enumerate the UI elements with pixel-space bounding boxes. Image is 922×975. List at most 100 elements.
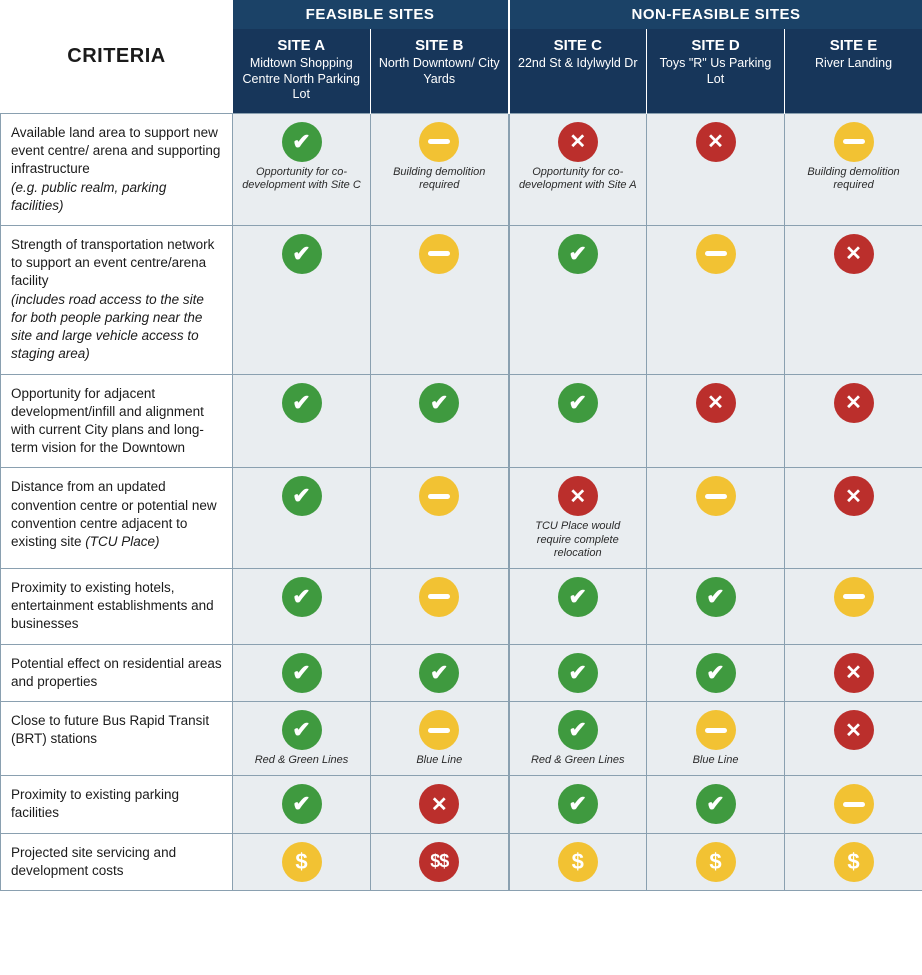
checkmark-icon [282, 710, 322, 750]
criteria-cell: Strength of transportation network to su… [1, 225, 233, 374]
table-row: Proximity to existing parking facilities [1, 776, 922, 833]
site-name: SITE E [791, 37, 916, 54]
table-row: Close to future Bus Rapid Transit (BRT) … [1, 702, 922, 776]
criteria-label: Opportunity for adjacent development/inf… [11, 386, 204, 456]
criteria-cell: Proximity to existing parking facilities [1, 776, 233, 833]
criteria-cell: Close to future Bus Rapid Transit (BRT) … [1, 702, 233, 776]
icon-wrap [377, 653, 502, 693]
rating-cell [371, 568, 509, 644]
criteria-label: Strength of transportation network to su… [11, 237, 214, 288]
rating-cell [509, 833, 647, 890]
rating-cell: Red & Green Lines [233, 702, 371, 776]
site-name: SITE D [653, 37, 778, 54]
dollar-icon [558, 842, 598, 882]
icon-wrap [653, 476, 778, 516]
criteria-label: Proximity to existing parking facilities [11, 787, 179, 820]
icon-wrap [239, 577, 364, 617]
x-icon [696, 122, 736, 162]
table-row: Available land area to support new event… [1, 113, 922, 225]
dash-icon [696, 710, 736, 750]
rating-cell [647, 225, 785, 374]
site-d-header: SITE D Toys "R" Us Parking Lot [647, 29, 785, 113]
rating-cell: Building demolition required [785, 113, 922, 225]
icon-wrap [791, 710, 916, 750]
criteria-heading: CRITERIA [5, 45, 229, 68]
criteria-cell: Proximity to existing hotels, entertainm… [1, 568, 233, 644]
icon-wrap [377, 234, 502, 274]
x-icon [419, 784, 459, 824]
icon-wrap [653, 122, 778, 162]
criteria-cell: Distance from an updated convention cent… [1, 468, 233, 569]
cell-note: Blue Line [693, 754, 739, 767]
icon-wrap [377, 784, 502, 824]
checkmark-icon [282, 577, 322, 617]
icon-wrap [791, 476, 916, 516]
criteria-cell: Opportunity for adjacent development/inf… [1, 374, 233, 468]
rating-cell: Building demolition required [371, 113, 509, 225]
checkmark-icon [558, 653, 598, 693]
site-b-header: SITE B North Downtown/ City Yards [371, 29, 509, 113]
icon-wrap [516, 653, 641, 693]
nonfeasible-heading: NON-FEASIBLE SITES [509, 0, 922, 29]
dollar-icon [696, 842, 736, 882]
rating-cell [233, 225, 371, 374]
checkmark-icon [558, 784, 598, 824]
icon-wrap [516, 784, 641, 824]
checkmark-icon [696, 784, 736, 824]
cell-note: Blue Line [416, 754, 462, 767]
table-row: Projected site servicing and development… [1, 833, 922, 890]
criteria-label: Proximity to existing hotels, entertainm… [11, 580, 214, 631]
rating-cell [647, 644, 785, 701]
rating-cell [647, 374, 785, 468]
cell-note: TCU Place would require complete relocat… [518, 520, 638, 560]
rating-cell [233, 374, 371, 468]
rating-cell: Opportunity for co-development with Site… [233, 113, 371, 225]
icon-wrap: Blue Line [653, 710, 778, 767]
icon-wrap [516, 577, 641, 617]
site-sub: Toys "R" Us Parking Lot [653, 56, 778, 87]
cell-note: Red & Green Lines [531, 754, 625, 767]
checkmark-icon [282, 784, 322, 824]
x-icon [834, 383, 874, 423]
site-sub: 22nd St & Idylwyld Dr [516, 56, 641, 72]
site-name: SITE A [239, 37, 365, 54]
icon-wrap: Building demolition required [791, 122, 916, 192]
icon-wrap [791, 383, 916, 423]
rating-cell [371, 644, 509, 701]
cell-note: Opportunity for co-development with Site… [242, 166, 362, 192]
cell-note: Red & Green Lines [255, 754, 349, 767]
icon-wrap [239, 234, 364, 274]
rating-cell [233, 568, 371, 644]
x-icon [558, 122, 598, 162]
icon-wrap [653, 577, 778, 617]
criteria-sublabel: (TCU Place) [85, 534, 159, 549]
checkmark-icon [558, 710, 598, 750]
icon-wrap [653, 653, 778, 693]
rating-cell [647, 113, 785, 225]
rating-cell [509, 776, 647, 833]
double-dollar-icon [419, 842, 459, 882]
cell-note: Opportunity for co-development with Site… [518, 166, 638, 192]
icon-wrap [239, 842, 364, 882]
dash-icon [419, 476, 459, 516]
criteria-label: Close to future Bus Rapid Transit (BRT) … [11, 713, 209, 746]
x-icon [834, 476, 874, 516]
rating-cell [785, 833, 922, 890]
icon-wrap: Building demolition required [377, 122, 502, 192]
icon-wrap [791, 842, 916, 882]
site-sub: Midtown Shopping Centre North Parking Lo… [239, 56, 365, 103]
dash-icon [834, 784, 874, 824]
icon-wrap [516, 842, 641, 882]
icon-wrap: Blue Line [377, 710, 502, 767]
checkmark-icon [558, 383, 598, 423]
checkmark-icon [696, 653, 736, 693]
criteria-label: Available land area to support new event… [11, 125, 220, 176]
icon-wrap [791, 784, 916, 824]
icon-wrap [653, 383, 778, 423]
criteria-heading-cell: CRITERIA [1, 0, 233, 113]
rating-cell: Blue Line [371, 702, 509, 776]
table-row: Proximity to existing hotels, entertainm… [1, 568, 922, 644]
rating-cell [371, 374, 509, 468]
site-sub: River Landing [791, 56, 916, 72]
checkmark-icon [282, 383, 322, 423]
